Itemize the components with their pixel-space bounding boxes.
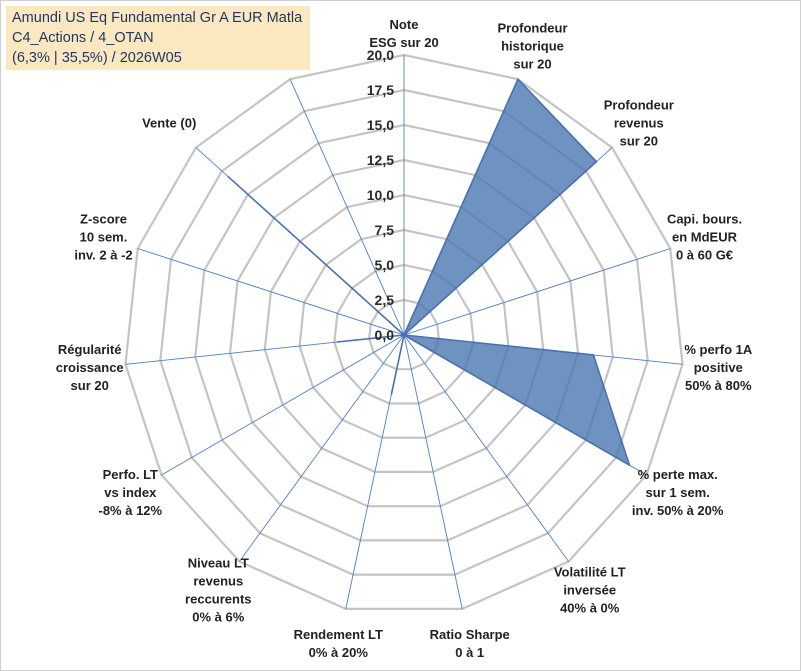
axis-label: Rendement LT 0% à 20% <box>294 627 383 660</box>
axis-label: Volatilité LT inversée 40% à 0% <box>554 565 626 616</box>
axis-spoke <box>403 248 671 336</box>
axis-spoke <box>403 334 463 609</box>
radar-grid <box>124 53 684 611</box>
tick-label: 20,0 <box>367 47 394 63</box>
tick-label: 2,5 <box>375 292 395 308</box>
grid-ring <box>333 263 475 405</box>
axis-label: % perfo 1A positive 50% à 80% <box>684 342 753 393</box>
axis-spoke <box>239 334 405 562</box>
axis-spoke <box>137 248 405 336</box>
axis-label: Capi. bours. en MdEUR 0 à 60 G€ <box>667 211 742 262</box>
axis-label: Profondeur revenus sur 20 <box>604 98 674 149</box>
grid-ring <box>159 88 649 576</box>
axis-label: Ratio Sharpe 0 à 1 <box>430 627 510 660</box>
tick-label: 12,5 <box>367 152 394 168</box>
tick-label: 17,5 <box>367 82 394 98</box>
fund-title-box: Amundi US Eq Fundamental Gr A EUR Matla … <box>6 6 310 70</box>
axis-label: % perte max. sur 1 sem. inv. 50% à 20% <box>632 467 724 518</box>
grid-ring <box>124 53 684 611</box>
fund-name: Amundi US Eq Fundamental Gr A EUR Matla <box>12 10 303 26</box>
grid-ring <box>228 158 580 508</box>
axis-spoke <box>161 334 405 476</box>
grid-ring <box>298 228 510 439</box>
axis-spoke <box>289 79 405 336</box>
tick-label: 15,0 <box>367 117 394 133</box>
axis-spoke <box>403 334 569 562</box>
fund-stats-week: (6,3% | 35,5%) / 2026W05 <box>12 50 182 66</box>
radar-series <box>227 78 631 467</box>
fund-category: C4_Actions / 4_OTAN <box>12 30 154 46</box>
series-area <box>227 78 631 467</box>
tick-label: 0,0 <box>375 327 395 343</box>
grid-ring <box>194 123 614 542</box>
axis-label: Note ESG sur 20 <box>369 17 438 50</box>
grid-ring <box>368 298 440 371</box>
tick-label: 7,5 <box>375 222 395 238</box>
axis-label: Z-score 10 sem. inv. 2 à -2 <box>74 211 132 262</box>
grid-ring <box>263 193 545 473</box>
radar-tick-labels: 0,0 2,5 5,0 7,5 10,0 12,5 15,0 17,5 20,0 <box>367 47 394 343</box>
tick-label: 10,0 <box>367 187 394 203</box>
axis-label: Profondeur historique sur 20 <box>497 20 567 71</box>
tick-label: 5,0 <box>375 257 395 273</box>
axis-label: Perfo. LT vs index -8% à 12% <box>99 467 163 518</box>
axis-label: Niveau LT revenus reccurents 0% à 6% <box>185 556 251 625</box>
axis-label: Régularité croissance sur 20 <box>56 342 124 393</box>
axis-label: Vente (0) <box>142 116 196 131</box>
